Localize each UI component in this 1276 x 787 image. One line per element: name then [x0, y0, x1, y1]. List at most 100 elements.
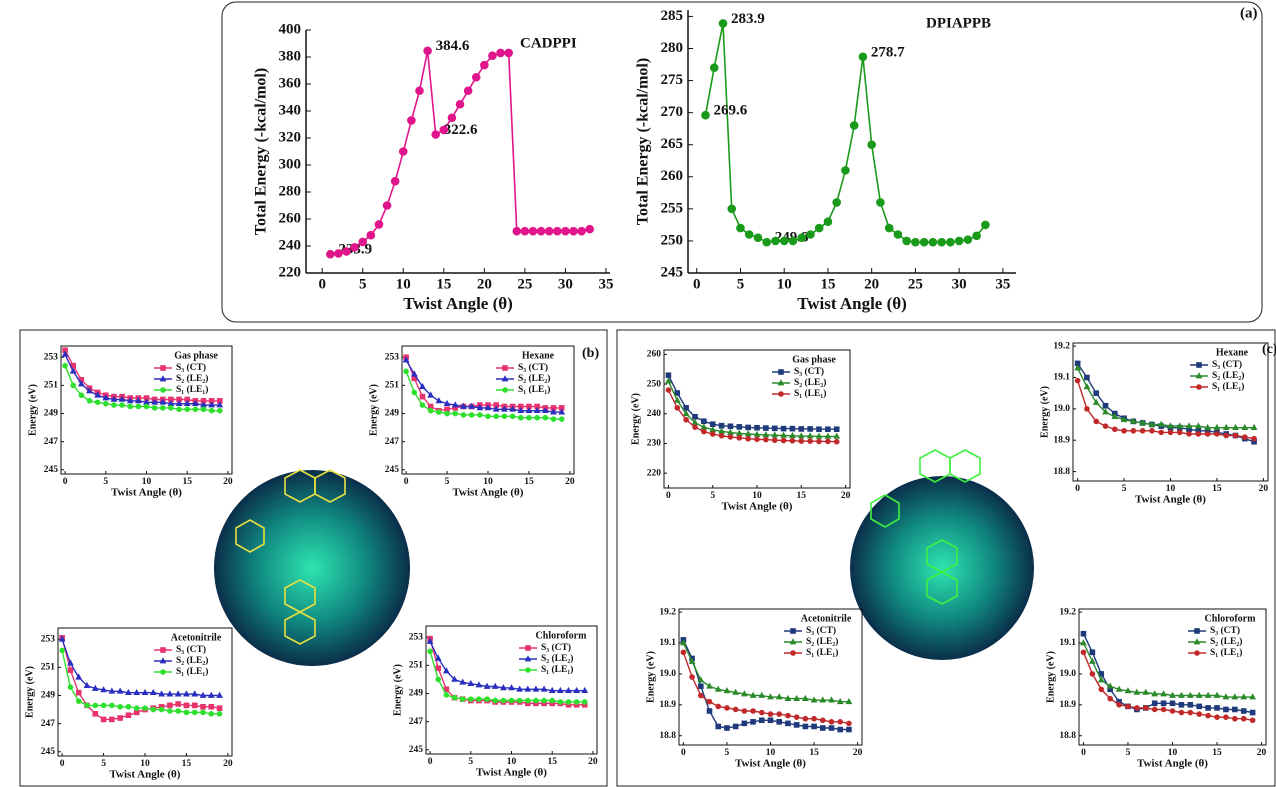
data-point	[63, 363, 68, 368]
data-point	[217, 693, 222, 698]
data-point	[118, 704, 123, 709]
x-tick-label: 0	[1075, 484, 1080, 494]
data-point	[716, 724, 721, 729]
data-point	[790, 433, 795, 438]
data-point	[327, 250, 335, 258]
data-point	[118, 716, 123, 721]
data-point	[1108, 696, 1113, 701]
data-point	[485, 684, 490, 689]
data-point	[719, 423, 724, 428]
data-point	[777, 712, 782, 717]
data-point	[666, 388, 671, 393]
data-point	[755, 437, 760, 442]
data-point	[468, 681, 473, 686]
y-tick-label: 249	[44, 409, 59, 419]
data-point	[521, 227, 529, 235]
data-point	[684, 417, 689, 422]
data-point	[485, 697, 490, 702]
data-point	[1215, 432, 1220, 437]
data-point	[529, 227, 537, 235]
data-point	[453, 402, 458, 407]
data-point	[550, 688, 555, 693]
data-point	[112, 403, 117, 408]
data-point	[693, 414, 698, 419]
legend-label: S₁ (LE₁)	[794, 388, 826, 399]
data-point	[768, 718, 773, 723]
y-tick-label: 247	[44, 437, 59, 447]
data-point	[1233, 433, 1238, 438]
data-point	[134, 706, 139, 711]
data-point	[737, 431, 742, 436]
data-point	[440, 126, 448, 134]
y-tick-label: 18.8	[1053, 467, 1070, 477]
data-point	[1206, 713, 1211, 718]
data-point	[846, 699, 851, 704]
data-point	[1117, 687, 1122, 692]
y-axis-label: Energy (eV)	[1045, 651, 1056, 703]
data-point	[1090, 672, 1095, 677]
data-point	[85, 703, 90, 708]
x-tick-label: 15	[1212, 484, 1222, 494]
data-point	[1126, 704, 1131, 709]
data-point	[737, 436, 742, 441]
data-point	[777, 694, 782, 699]
data-point	[118, 689, 123, 694]
data-point	[799, 439, 804, 444]
data-point	[772, 438, 777, 443]
data-point	[551, 417, 556, 422]
data-point	[808, 439, 813, 444]
data-point	[781, 426, 786, 431]
y-tick-label: 18.9	[1053, 435, 1070, 445]
data-point	[817, 439, 822, 444]
data-point	[684, 406, 689, 411]
legend-label: S₁ (LE₁)	[541, 664, 573, 675]
y-tick-label: 251	[409, 661, 424, 671]
x-tick-label: 20	[853, 748, 863, 758]
data-point	[428, 408, 433, 413]
data-point	[764, 426, 769, 431]
panel-a-border	[222, 2, 1262, 322]
data-point	[719, 20, 727, 28]
data-point	[209, 712, 214, 717]
data-point	[76, 690, 81, 695]
y-tick-label: 255	[661, 200, 684, 216]
y-tick-label: 360	[279, 75, 302, 91]
x-tick-label: 15	[524, 477, 534, 487]
x-tick-label: 10	[396, 276, 411, 292]
data-point	[193, 407, 198, 412]
chart-title: CADPPI	[520, 35, 577, 51]
data-point	[702, 429, 707, 434]
data-point	[570, 227, 578, 235]
data-point	[1233, 707, 1238, 712]
data-point	[1135, 706, 1140, 711]
y-tick-label: 240	[647, 409, 662, 419]
x-tick-label: 30	[558, 276, 573, 292]
data-point	[903, 237, 911, 245]
data-point	[920, 238, 928, 246]
data-point	[493, 698, 498, 703]
data-point	[1179, 693, 1184, 698]
data-point	[781, 433, 786, 438]
data-point	[185, 407, 190, 412]
data-point	[574, 688, 579, 693]
data-point	[126, 713, 131, 718]
data-point	[103, 401, 108, 406]
data-point	[126, 704, 131, 709]
data-point	[829, 726, 834, 731]
data-point	[184, 691, 189, 696]
data-point	[71, 383, 76, 388]
data-point	[1094, 391, 1099, 396]
legend-label: S₃ (CT)	[176, 362, 206, 373]
data-point	[1152, 701, 1157, 706]
data-point	[217, 408, 222, 413]
x-tick-label: 15	[809, 748, 819, 758]
data-point	[759, 693, 764, 698]
data-point	[786, 721, 791, 726]
y-tick-label: 245	[409, 745, 424, 755]
data-point	[424, 47, 432, 55]
data-point	[525, 687, 530, 692]
legend-marker	[1197, 385, 1202, 390]
y-tick-label: 251	[41, 663, 56, 673]
y-tick-label: 253	[44, 352, 59, 362]
data-point	[151, 707, 156, 712]
